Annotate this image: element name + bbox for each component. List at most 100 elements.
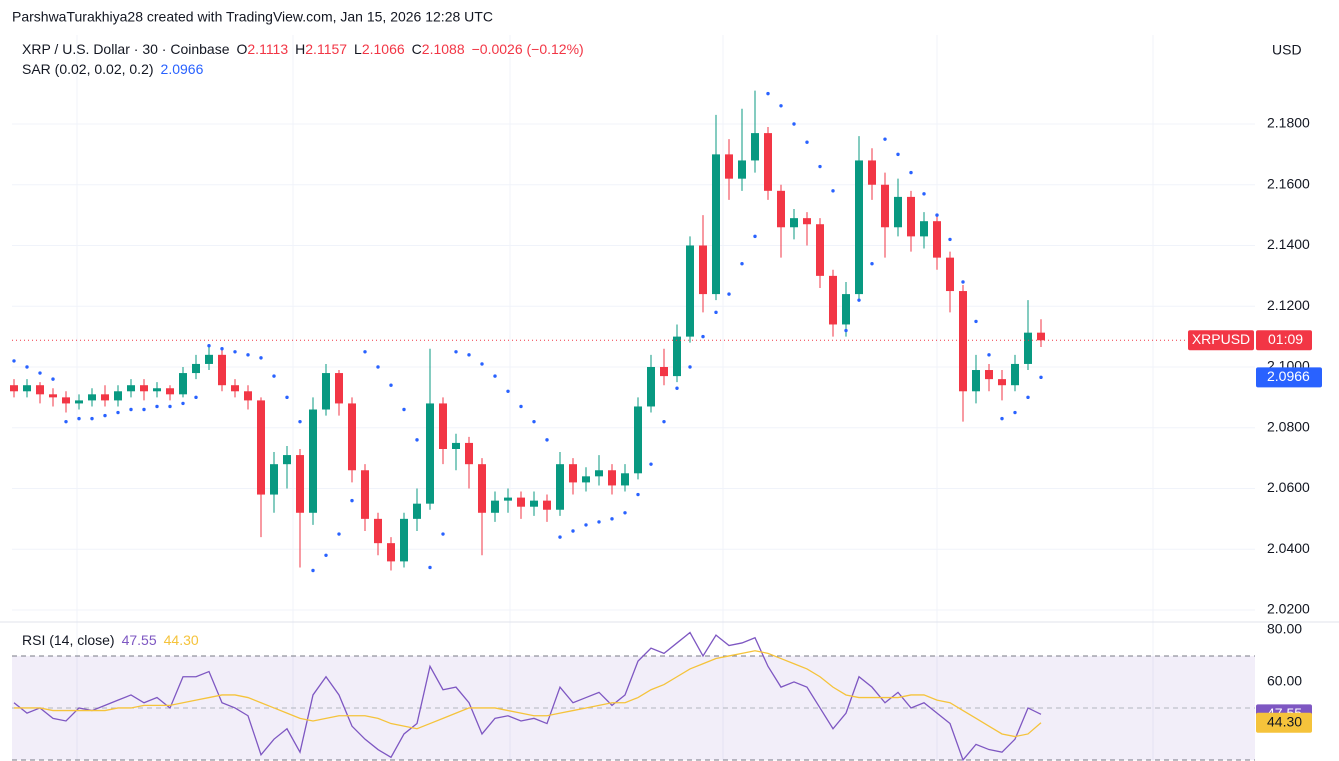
legend-item: 2.1066 — [362, 41, 405, 57]
sar-dot — [948, 237, 952, 242]
candle-body — [530, 500, 538, 507]
currency-label: USD — [1272, 42, 1302, 58]
candle-body — [426, 403, 434, 504]
candle-body — [101, 394, 109, 401]
candle-body — [192, 363, 200, 374]
candle-body — [153, 388, 161, 392]
candle-body — [881, 184, 889, 228]
sar-dot — [792, 122, 796, 126]
sar-tag — [1256, 367, 1322, 388]
sar-dot — [324, 553, 328, 558]
sar-dot — [805, 140, 809, 144]
sar-dot — [337, 532, 341, 536]
sar-dot — [558, 535, 562, 539]
sar-dot — [103, 413, 107, 418]
sar-dot — [766, 91, 770, 96]
sar-dot — [129, 407, 133, 412]
watermark: ParshwaTurakhiya28 created with TradingV… — [12, 9, 493, 25]
sar-dot — [12, 359, 16, 363]
sar-dot — [493, 374, 497, 378]
candle-body — [296, 455, 304, 513]
y-tick-label: 2.0200 — [1267, 601, 1310, 617]
sar-dot — [974, 319, 978, 324]
y-tick-label: 2.1600 — [1267, 175, 1310, 191]
candle-body — [868, 160, 876, 185]
legend-item: 47.55 — [122, 632, 157, 648]
sar-dot — [363, 350, 367, 354]
sar-dot — [155, 404, 159, 409]
candle-body — [608, 470, 616, 486]
sar-dot — [571, 529, 575, 533]
sar-dot — [454, 350, 458, 354]
y-tick-label: 2.1800 — [1267, 115, 1310, 131]
candle-body — [959, 291, 967, 392]
legend-item: XRP / U.S. Dollar · 30 · Coinbase — [22, 41, 230, 57]
candle-body — [751, 133, 759, 161]
candle-body — [764, 133, 772, 191]
candle-body — [621, 473, 629, 486]
sar-dot — [77, 416, 81, 421]
rsi-line — [13, 631, 1042, 761]
candle-body — [322, 373, 330, 410]
candle-body — [985, 370, 993, 380]
sar-dot — [220, 347, 224, 351]
candle-body — [309, 409, 317, 513]
sar-dot — [246, 353, 250, 357]
candle-body — [972, 370, 980, 392]
sar-dot — [987, 353, 991, 357]
sar-dot — [116, 410, 120, 415]
candle-body — [179, 373, 187, 395]
candle-body — [946, 257, 954, 292]
sar-dot — [194, 395, 198, 400]
sar-dot — [831, 189, 835, 193]
candle-body — [218, 354, 226, 386]
sar-dot — [870, 262, 874, 266]
sar-dot — [142, 407, 146, 412]
candle-body — [244, 391, 252, 401]
sar-dot — [740, 262, 744, 266]
sar-dot — [935, 213, 939, 217]
candle-body — [634, 406, 642, 474]
sar-dot — [844, 328, 848, 333]
sar-tag-label: 2.0966 — [1267, 368, 1310, 384]
sar-dot — [1000, 416, 1004, 421]
sar-dot — [298, 419, 302, 424]
rsi-tag — [1256, 712, 1312, 733]
candle-body — [88, 394, 96, 401]
candle-body — [673, 336, 681, 377]
sar-dot — [467, 353, 471, 357]
sar-dot — [376, 365, 380, 369]
sar-dot — [753, 234, 757, 239]
sar-dot — [857, 298, 861, 302]
candle-body — [452, 442, 460, 449]
sar-dot — [883, 137, 887, 141]
sar-dot — [480, 362, 484, 366]
sar-dot — [25, 365, 29, 369]
sar-dot — [584, 523, 588, 527]
sar-dot — [1026, 395, 1030, 400]
legend-item: 2.0966 — [161, 61, 204, 77]
candle-body — [257, 400, 265, 495]
candle-body — [998, 379, 1006, 386]
sar-dot — [207, 344, 211, 348]
candle-body — [855, 160, 863, 295]
legend-item: O — [237, 41, 248, 57]
candle-body — [738, 160, 746, 179]
sar-dot — [90, 416, 94, 421]
sar-dot — [415, 438, 419, 442]
rsi-tick-label: 80.00 — [1267, 621, 1302, 637]
candle-body — [36, 385, 44, 395]
sar-dot — [181, 401, 185, 406]
candle-body — [348, 403, 356, 471]
candle-body — [829, 275, 837, 325]
sar-dot — [38, 371, 42, 375]
candle-body — [1024, 332, 1032, 364]
sar-dot — [961, 280, 965, 284]
candle-body — [1037, 332, 1045, 341]
y-tick-label: 2.0800 — [1267, 418, 1310, 434]
candle-body — [933, 221, 941, 258]
sar-dot — [51, 377, 55, 381]
legend-item: −0.0026 (−0.12%) — [472, 41, 584, 57]
